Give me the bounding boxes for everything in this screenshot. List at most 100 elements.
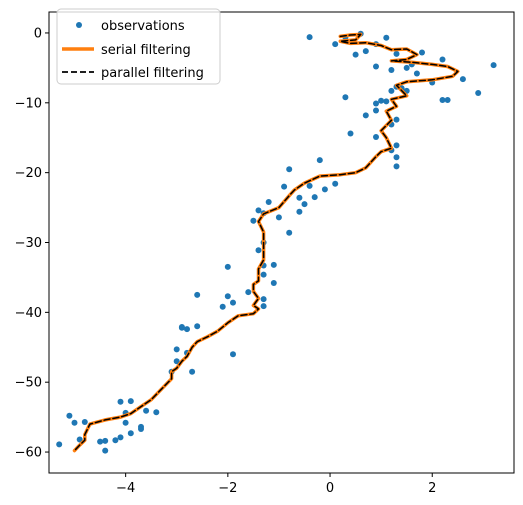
observation-point (373, 100, 379, 107)
observation-point (245, 289, 252, 296)
observation-point (306, 34, 313, 41)
observation-point (76, 436, 83, 443)
series-layer (56, 30, 497, 454)
legend-observations-label: observations (101, 19, 185, 34)
observation-point (403, 64, 410, 71)
legend-box (56, 8, 221, 85)
observation-point (230, 351, 236, 358)
legend-parallel-label: parallel filtering (101, 66, 204, 81)
observation-point (301, 201, 308, 208)
observation-point (255, 207, 262, 214)
observation-point (373, 134, 379, 140)
observation-point (127, 398, 134, 405)
observation-point (189, 368, 196, 375)
x-tick-label: 0 (326, 481, 334, 496)
legend-observations-marker (76, 22, 82, 28)
observation-point (265, 199, 272, 205)
observation-point (439, 97, 446, 103)
observation-point (316, 157, 323, 164)
observation-point (286, 229, 293, 236)
observation-point (383, 98, 390, 105)
y-tick-label: −40 (15, 306, 42, 321)
observation-point (413, 70, 420, 77)
observation-point (393, 154, 400, 161)
observation-point (475, 90, 482, 96)
observation-point (250, 217, 257, 224)
observation-point (260, 271, 267, 278)
observation-point (219, 303, 226, 310)
observation-point (393, 163, 400, 170)
observation-point (296, 208, 303, 215)
observation-point (224, 293, 231, 300)
observation-point (97, 438, 104, 445)
observation-point (178, 324, 185, 330)
observation-point (332, 180, 339, 187)
observation-point (281, 183, 288, 190)
observation-point (270, 261, 277, 268)
observation-point (444, 97, 451, 103)
observation-point (388, 67, 395, 73)
observation-point (393, 116, 400, 123)
y-tick-label: 0 (34, 26, 42, 41)
x-tick-label: −2 (218, 481, 237, 496)
observation-point (275, 214, 282, 221)
observation-point (347, 130, 354, 137)
observation-point (184, 326, 190, 333)
y-tick-label: −10 (15, 96, 42, 111)
observation-point (362, 112, 369, 119)
observation-point (66, 412, 73, 419)
observation-point (194, 291, 201, 298)
observation-point (352, 51, 359, 58)
observation-point (173, 358, 180, 365)
y-axis: 0 −10 −20 −30 −40 −50 −60 (15, 26, 49, 461)
observation-point (230, 299, 236, 306)
observation-point (224, 263, 231, 270)
observation-point (332, 41, 339, 48)
observation-point (138, 426, 144, 432)
observation-point (296, 194, 303, 201)
observation-point (393, 142, 400, 149)
observation-point (117, 398, 124, 405)
observation-point (378, 97, 385, 104)
observation-point (321, 186, 328, 193)
observation-point (306, 182, 313, 189)
y-tick-label: −60 (15, 446, 42, 461)
observation-point (342, 94, 349, 101)
observation-point (153, 409, 160, 416)
observation-point (439, 56, 446, 63)
x-axis: −4 −2 0 2 (116, 473, 436, 496)
observation-point (143, 407, 150, 414)
observation-point (260, 296, 267, 303)
observation-point (122, 419, 129, 426)
observation-point (260, 303, 267, 310)
observation-point (71, 419, 78, 426)
x-tick-label: −4 (116, 481, 135, 496)
observation-point (117, 434, 124, 441)
observation-point (81, 419, 88, 425)
observation-point (173, 346, 180, 353)
legend-serial-label: serial filtering (101, 43, 191, 58)
y-tick-label: −30 (15, 236, 42, 251)
observation-point (419, 49, 425, 56)
observation-point (102, 447, 109, 454)
y-tick-label: −20 (15, 166, 42, 181)
observation-point (373, 107, 379, 114)
x-tick-label: 2 (428, 481, 436, 496)
observation-point (362, 48, 369, 55)
legend: observations serial filtering parallel f… (56, 8, 221, 85)
observation-point (194, 323, 201, 330)
observation-point (490, 62, 497, 69)
observation-point (311, 194, 318, 201)
observation-point (255, 247, 262, 254)
y-tick-label: −50 (15, 376, 42, 391)
observation-point (286, 166, 293, 173)
observation-point (383, 34, 390, 41)
parallel-filtering-line (73, 33, 459, 452)
observation-point (112, 437, 119, 444)
observation-point (127, 430, 134, 437)
observation-point (393, 50, 400, 57)
observation-point (102, 437, 109, 444)
observation-point (459, 76, 466, 83)
observation-point (373, 63, 379, 70)
